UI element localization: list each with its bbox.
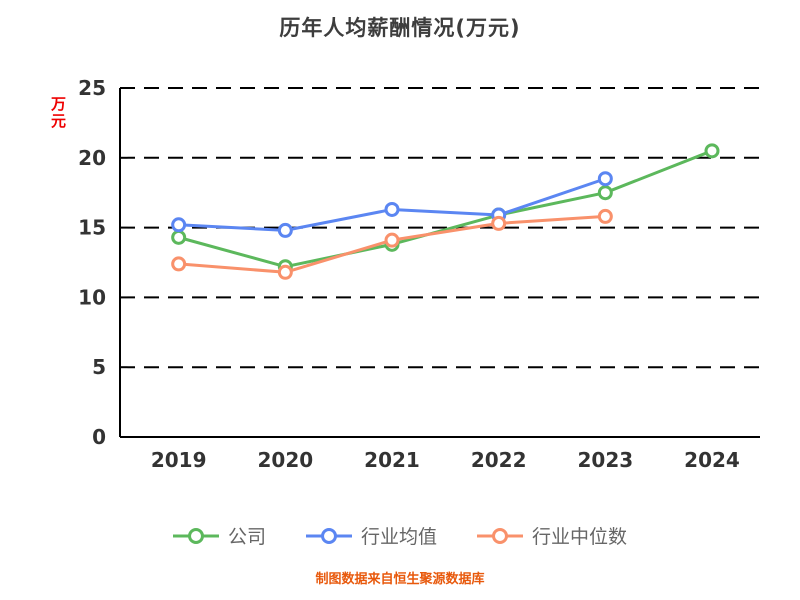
legend: 公司 行业均值 行业中位数 [0,522,800,549]
legend-label-company: 公司 [227,526,266,548]
legend-label-industry-median: 行业中位数 [532,526,628,548]
svg-text:20: 20 [78,146,106,170]
svg-text:25: 25 [78,76,106,100]
legend-item-company: 公司 [172,522,266,549]
legend-item-industry-mean: 行业均值 [305,522,437,549]
svg-text:2022: 2022 [471,448,527,472]
legend-label-industry-mean: 行业均值 [360,526,437,548]
svg-text:2024: 2024 [684,448,740,472]
legend-item-industry-median: 行业中位数 [477,522,627,549]
footer-note: 制图数据来自恒生聚源数据库 [315,572,485,587]
svg-text:2023: 2023 [577,448,633,472]
svg-text:2021: 2021 [364,448,420,472]
svg-text:5: 5 [92,355,106,379]
chart-title: 历年人均薪酬情况(万元) [279,16,521,40]
company-series-marker-icon [172,527,219,545]
industry-median-series-marker-icon [477,527,523,545]
svg-text:2020: 2020 [257,448,313,472]
svg-text:10: 10 [78,285,106,309]
svg-text:15: 15 [78,216,106,240]
svg-text:2019: 2019 [151,448,207,472]
industry-mean-series-marker-icon [305,527,352,545]
y-axis-label: 万元 [49,96,67,130]
svg-text:0: 0 [92,425,106,449]
line-chart-plot: 0 5 10 15 20 25 2019 2020 2021 2022 2023 2024 [78,76,760,472]
